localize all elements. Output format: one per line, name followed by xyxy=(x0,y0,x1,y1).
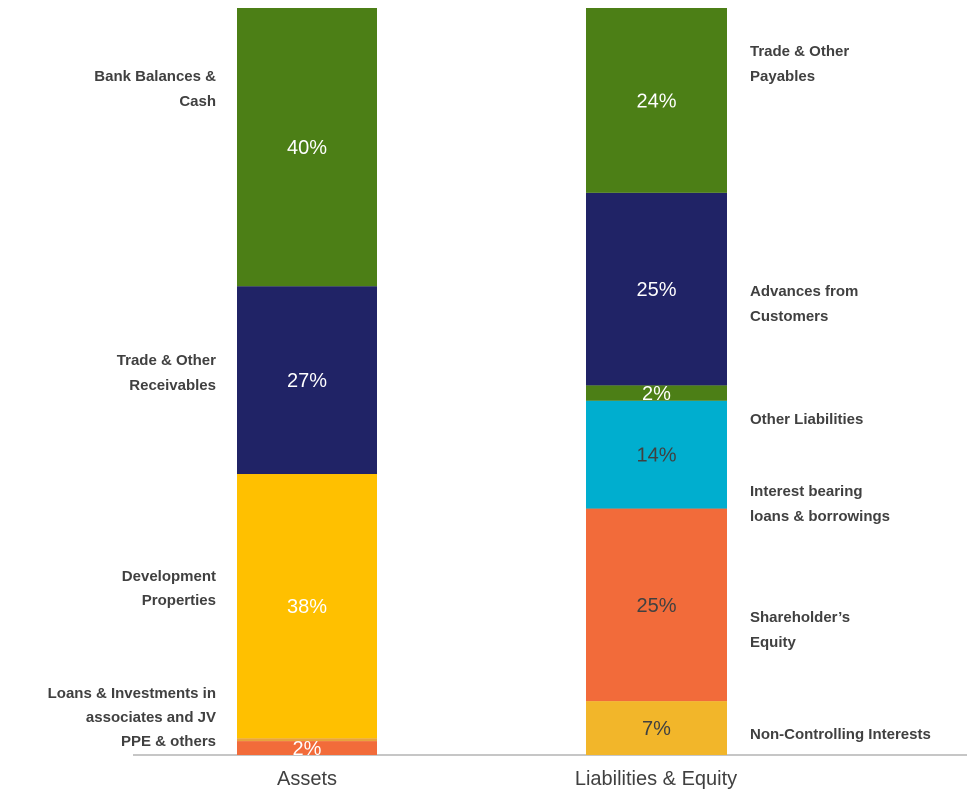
data-label-liabilities-equity-non-controlling-interests: 7% xyxy=(642,718,671,740)
annotation-assets-development-properties-line-2: Properties xyxy=(142,592,216,609)
annotation-liabilities-equity-advances-from-customers-line-1: Advances from xyxy=(750,283,858,300)
category-label-liabilities-equity: Liabilities & Equity xyxy=(575,768,737,790)
data-label-assets-development-properties: 38% xyxy=(287,596,327,618)
annotation-assets-bank-balances-cash-line-1: Bank Balances & xyxy=(94,68,216,85)
annotation-assets-trade-other-receivables-line-1: Trade & Other xyxy=(117,352,216,369)
annotation-liabilities-equity-shareholder-s-equity-line-2: Equity xyxy=(750,634,796,651)
bar-segment-liabilities-equity-interest-bearing-loans-borrowings xyxy=(586,400,727,509)
bar-segment-assets-ppe-others xyxy=(237,741,377,755)
bar-segment-liabilities-equity-shareholder-s-equity xyxy=(586,508,727,702)
data-label-liabilities-equity-advances-from-customers: 25% xyxy=(636,279,676,301)
annotation-assets-development-properties-line-1: Development xyxy=(122,568,216,585)
data-label-assets-bank-balances-cash: 40% xyxy=(287,137,327,159)
annotation-liabilities-equity-trade-other-payables-line-1: Trade & Other xyxy=(750,43,849,60)
annotation-liabilities-equity-advances-from-customers-line-2: Customers xyxy=(750,308,828,325)
data-label-liabilities-equity-trade-other-payables: 24% xyxy=(636,90,676,112)
data-label-liabilities-equity-interest-bearing-loans-borrowings: 14% xyxy=(636,445,676,467)
annotation-assets-loans-investments-in-associates-and-jv-line-2: associates and JV xyxy=(86,709,216,726)
bar-segment-assets-trade-other-receivables xyxy=(237,286,377,475)
annotation-assets-trade-other-receivables-line-2: Receivables xyxy=(129,377,216,394)
bar-segment-liabilities-equity-other-liabilities xyxy=(586,385,727,401)
data-label-liabilities-equity-shareholder-s-equity: 25% xyxy=(636,595,676,617)
annotation-liabilities-equity-other-liabilities-line-1: Other Liabilities xyxy=(750,411,863,428)
annotation-assets-bank-balances-cash-line-2: Cash xyxy=(179,93,216,110)
category-label-assets: Assets xyxy=(277,768,337,790)
bars-group: 2% 38% 27% 40% 7% 25% 14% 2% 25% 24% xyxy=(237,8,727,760)
data-label-liabilities-equity-other-liabilities: 2% xyxy=(642,383,671,405)
bar-segment-liabilities-equity-advances-from-customers xyxy=(586,192,727,386)
data-label-assets-ppe-others: 2% xyxy=(293,738,322,760)
annotation-liabilities-equity-interest-bearing-loans-borrowings-line-1: Interest bearing xyxy=(750,483,863,500)
annotation-liabilities-equity-trade-other-payables-line-2: Payables xyxy=(750,68,815,85)
annotation-liabilities-equity-shareholder-s-equity-line-1: Shareholder’s xyxy=(750,609,850,626)
annotations-group: PPE & others Loans & Investments in associ… xyxy=(48,43,931,750)
bar-segment-assets-development-properties xyxy=(237,474,377,739)
bar-segment-liabilities-equity-trade-other-payables xyxy=(586,8,727,193)
annotation-assets-ppe-others-line-1: PPE & others xyxy=(121,733,216,750)
annotation-assets-loans-investments-in-associates-and-jv-line-1: Loans & Investments in xyxy=(48,685,216,702)
data-label-assets-trade-other-receivables: 27% xyxy=(287,370,327,392)
bar-segment-assets-loans-investments-in-associates-and-jv xyxy=(237,738,377,742)
annotation-liabilities-equity-interest-bearing-loans-borrowings-line-2: loans & borrowings xyxy=(750,508,890,525)
bar-segment-liabilities-equity-non-controlling-interests xyxy=(586,701,727,755)
annotation-liabilities-equity-non-controlling-interests-line-1: Non-Controlling Interests xyxy=(750,726,931,743)
bar-segment-assets-bank-balances-cash xyxy=(237,8,377,287)
